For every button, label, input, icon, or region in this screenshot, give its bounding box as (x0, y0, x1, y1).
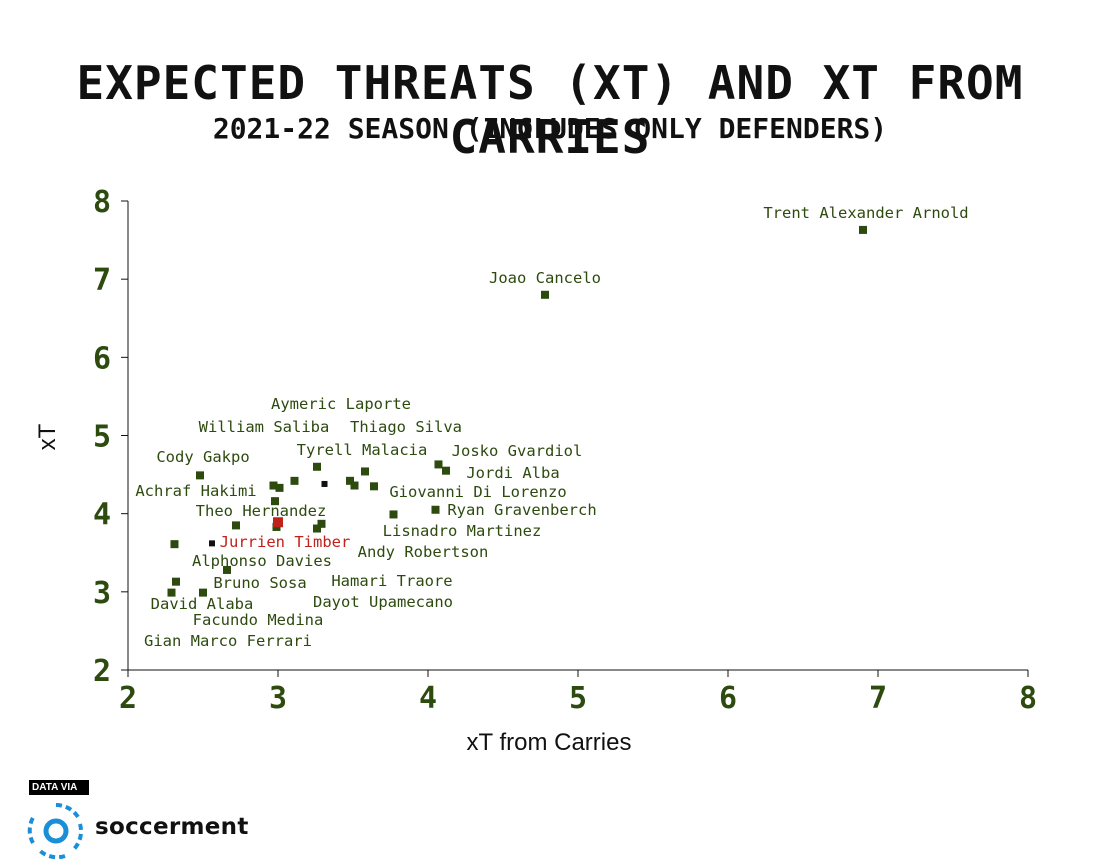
point-label: William Saliba (199, 418, 330, 436)
point-label: Jurrien Timber (220, 533, 351, 551)
x-tick-label: 6 (719, 681, 737, 716)
data-points (167, 225, 867, 597)
data-point (541, 290, 549, 299)
data-point (172, 577, 180, 586)
data-point (223, 565, 231, 574)
point-label: Thiago Silva (350, 418, 462, 436)
data-point (317, 519, 326, 528)
point-label: Jordi Alba (466, 464, 559, 482)
data-point (434, 460, 443, 469)
data-point (275, 483, 284, 492)
data-via-badge: DATA VIA (29, 780, 89, 795)
point-label: Cody Gakpo (156, 448, 249, 466)
x-tick-label: 7 (869, 681, 887, 716)
y-tick-label: 6 (93, 341, 111, 376)
y-tick-label: 4 (93, 498, 111, 533)
data-point (170, 540, 179, 549)
point-label: Gian Marco Ferrari (144, 632, 312, 650)
y-tick-label: 8 (93, 185, 111, 220)
point-label: Alphonso Davies (192, 552, 332, 570)
chart-subtitle: 2021-22 SEASON (INCLUDES ONLY DEFENDERS) (212, 112, 888, 145)
data-point (232, 521, 240, 530)
data-point (859, 225, 867, 234)
x-tick-label: 5 (569, 681, 587, 716)
data-point (167, 588, 176, 597)
point-label: Trent Alexander Arnold (763, 204, 968, 222)
y-tick-label: 3 (93, 576, 111, 611)
brand-name: soccerment (95, 814, 249, 840)
data-point (209, 540, 215, 547)
chart-title: EXPECTED THREATS (XT) AND XT FROM CARRIE… (76, 56, 1024, 164)
data-point (370, 482, 378, 491)
point-labels: Trent Alexander Arnold Joao Cancelo Aymeri… (135, 204, 968, 650)
x-tick-label: 2 (119, 681, 137, 716)
x-tick-label: 4 (419, 681, 437, 716)
point-label: Ryan Gravenberch (447, 501, 596, 519)
data-point (361, 467, 369, 476)
point-label: Bruno Sosa (213, 574, 306, 592)
point-label: Achraf Hakimi (135, 482, 256, 500)
point-label: David Alaba (151, 595, 254, 613)
y-tick-label: 5 (93, 420, 111, 455)
point-label: Hamari Traore (331, 572, 452, 590)
data-point (321, 480, 328, 487)
data-point (196, 471, 204, 480)
data-point (269, 481, 278, 490)
axes: 2 3 4 5 6 7 8 2 3 4 5 6 7 8 (93, 185, 1037, 716)
x-tick-label: 8 (1019, 681, 1037, 716)
y-tick-label: 2 (93, 654, 111, 689)
point-label: Andy Robertson (358, 543, 489, 561)
point-label: Theo Hernandez (196, 502, 327, 520)
point-label: Dayot Upamecano (313, 593, 453, 611)
soccerment-logo-icon (27, 802, 84, 860)
y-axis-label: xT (34, 423, 61, 450)
data-point (199, 588, 207, 597)
point-label: Facundo Medina (193, 611, 324, 629)
point-label: Lisnadro Martinez (383, 522, 542, 540)
point-label: Joao Cancelo (489, 269, 601, 287)
x-axis-label: xT from Carries (467, 729, 632, 756)
data-point (313, 462, 321, 471)
x-tick-label: 3 (269, 681, 287, 716)
y-tick-label: 7 (93, 263, 111, 298)
point-label: Aymeric Laporte (271, 395, 411, 413)
point-label: Giovanni Di Lorenzo (389, 483, 566, 501)
data-point (290, 476, 299, 485)
data-point (431, 505, 440, 514)
data-point (389, 510, 398, 519)
point-label: Tyrell Malacia (297, 441, 428, 459)
point-label: Josko Gvardiol (452, 442, 583, 460)
data-point (350, 481, 359, 490)
data-point (442, 466, 450, 475)
data-point (346, 476, 354, 485)
data-point (271, 497, 279, 506)
data-point (273, 517, 283, 528)
data-point (313, 524, 321, 533)
